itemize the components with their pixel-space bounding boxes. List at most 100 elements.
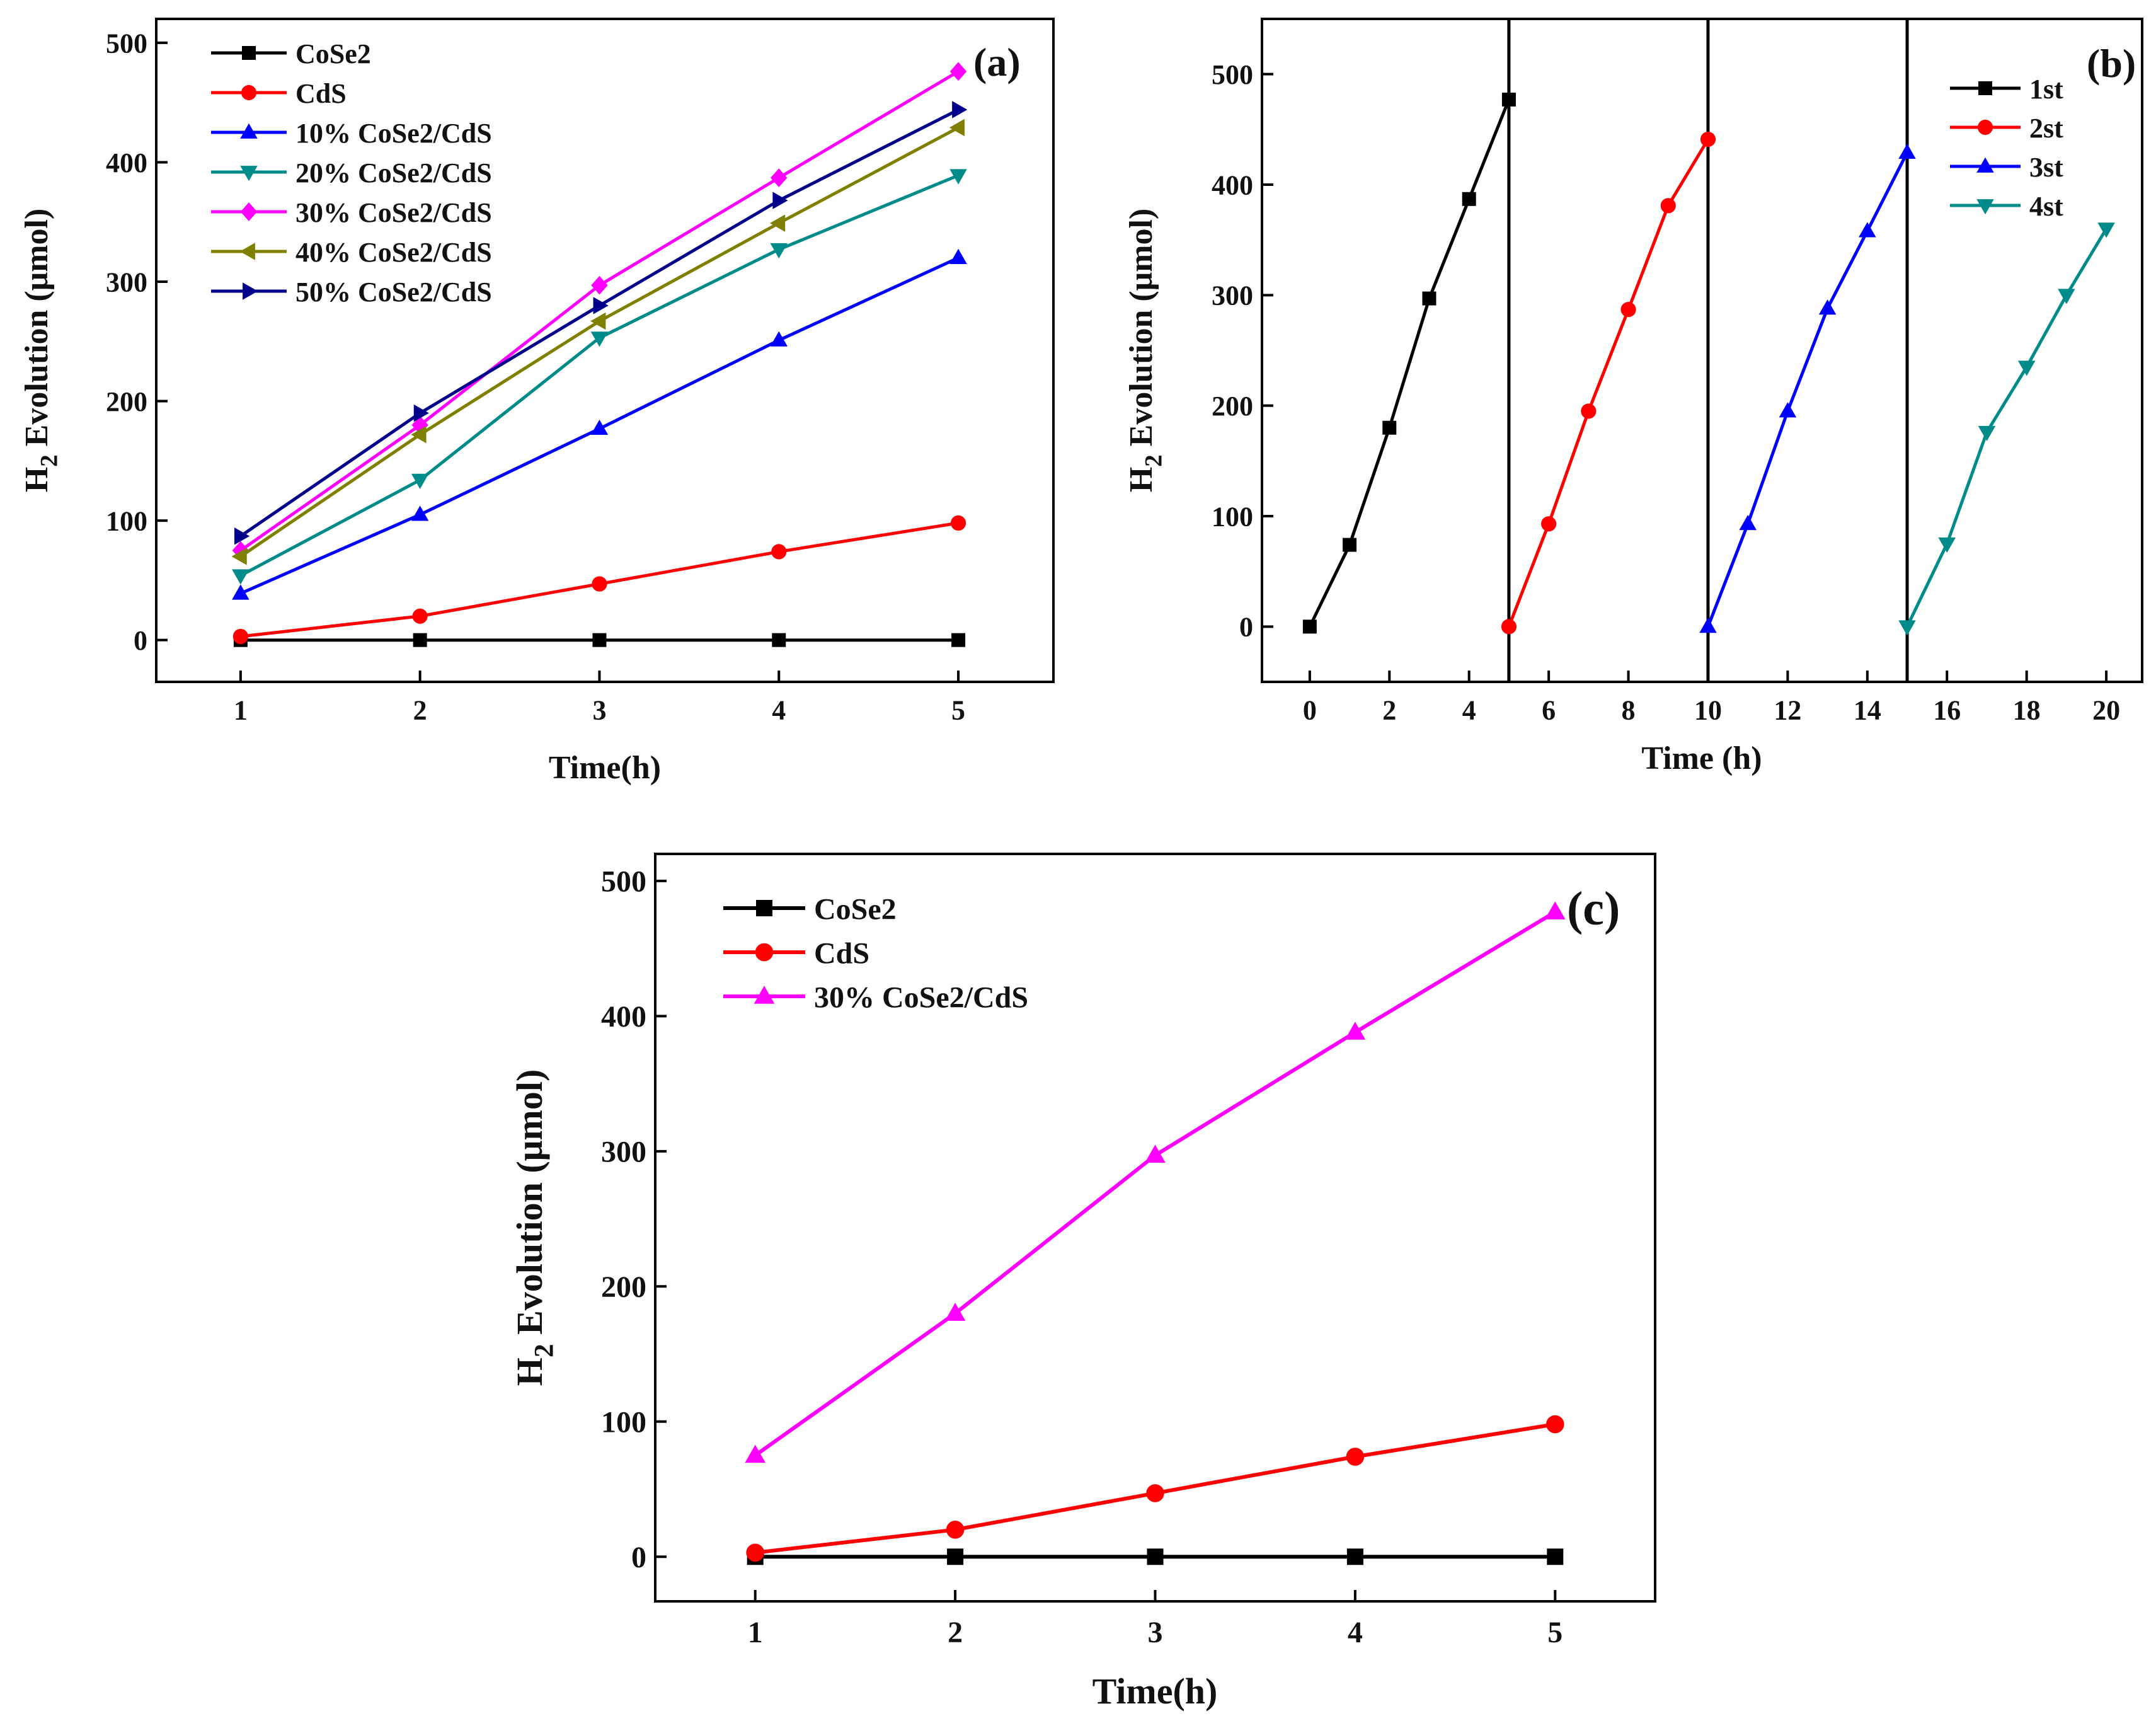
- data-point: [1382, 420, 1397, 435]
- x-tick-label: 12: [1774, 694, 1801, 725]
- data-point: [234, 527, 250, 545]
- legend-marker: [241, 84, 257, 101]
- data-point: [944, 1303, 966, 1321]
- legend-label: 4st: [2029, 191, 2063, 222]
- y-tick-label: 500: [106, 28, 147, 59]
- legend-marker: [240, 166, 258, 181]
- legend-label: 20% CoSe2/CdS: [295, 158, 492, 188]
- data-point: [1546, 1415, 1564, 1434]
- x-tick-label: 20: [2092, 694, 2120, 725]
- series-line: [239, 173, 960, 577]
- legend-label: 1st: [2029, 74, 2063, 105]
- data-point: [1700, 132, 1716, 147]
- y-tick-label: 300: [106, 267, 147, 297]
- panel-label: (c): [1567, 882, 1620, 935]
- y-tick-label: 0: [134, 625, 147, 656]
- plot-frame: [155, 18, 1055, 683]
- x-tick-label: 1: [748, 1616, 763, 1649]
- legend-label: 30% CoSe2/CdS: [295, 197, 492, 228]
- data-point: [1501, 619, 1517, 635]
- data-point: [949, 62, 967, 81]
- data-point: [949, 248, 967, 264]
- data-point: [591, 275, 608, 295]
- data-point: [1346, 1448, 1365, 1466]
- series-30-cose2-cds: [745, 901, 1566, 1463]
- data-point: [231, 548, 247, 565]
- data-point: [590, 312, 606, 330]
- x-tick-label: 2: [1382, 694, 1396, 725]
- data-point: [232, 541, 249, 560]
- legend-marker: [1978, 81, 1992, 95]
- data-point: [1620, 302, 1636, 318]
- data-point: [2058, 289, 2075, 304]
- data-point: [1346, 1548, 1363, 1565]
- y-tick-label: 500: [601, 865, 646, 899]
- data-point: [769, 214, 786, 232]
- x-tick-label: 4: [772, 694, 786, 725]
- y-tick-label: 300: [1212, 280, 1253, 311]
- data-point: [2097, 222, 2115, 238]
- legend-label: 3st: [2029, 152, 2063, 183]
- x-tick-label: 3: [592, 694, 606, 725]
- data-point: [1938, 537, 1956, 553]
- data-point: [592, 576, 607, 592]
- legend: 1st 2st 3st 4st: [1950, 74, 2063, 222]
- data-point: [1898, 143, 1916, 159]
- legend-marker: [754, 986, 775, 1004]
- legend-label: 30% CoSe2/CdS: [814, 981, 1028, 1014]
- legend-label: CoSe2: [295, 38, 371, 69]
- data-point: [1501, 92, 1516, 107]
- y-tick-label: 400: [106, 147, 147, 178]
- data-point: [413, 404, 429, 422]
- y-tick-label: 500: [1212, 59, 1253, 90]
- panel-label: (b): [2087, 41, 2136, 86]
- legend-label: 2st: [2029, 113, 2063, 144]
- series-10-cose2-cds: [232, 248, 967, 600]
- data-point: [1343, 538, 1357, 552]
- data-point: [770, 243, 788, 259]
- data-point: [1779, 402, 1797, 418]
- data-point: [411, 473, 429, 489]
- data-point: [1541, 516, 1557, 532]
- y-tick-label: 200: [601, 1270, 646, 1304]
- legend-marker: [240, 202, 258, 221]
- legend: CoSe2 CdS 30% CoSe2/CdS: [723, 892, 1028, 1014]
- data-point: [1145, 1144, 1166, 1163]
- data-point: [1660, 198, 1676, 214]
- series-line: [1308, 99, 1511, 628]
- legend: CoSe2 CdS 10% CoSe2/CdS 20% CoSe2/CdS 30% Co…: [211, 38, 492, 308]
- data-point: [952, 101, 968, 118]
- y-tick-label: 100: [601, 1406, 646, 1439]
- chart-panel-3: 0 100 200 300 400 500 1 2 3 4 5 CoSe2 CdS 30% CoSe2/C…: [509, 853, 1656, 1712]
- data-point: [1978, 425, 1996, 442]
- data-point: [772, 192, 788, 209]
- legend-label: 50% CoSe2/CdS: [295, 277, 492, 308]
- data-point: [590, 331, 609, 347]
- series-3st: [1699, 143, 1916, 633]
- data-point: [951, 633, 966, 647]
- data-point: [770, 331, 788, 347]
- legend-marker: [242, 46, 256, 60]
- data-point: [590, 419, 609, 435]
- data-point: [413, 633, 427, 647]
- data-point: [745, 1444, 765, 1463]
- legend-marker: [1976, 157, 1994, 173]
- data-point: [232, 569, 249, 585]
- x-tick-label: 4: [1462, 694, 1476, 725]
- x-tick-label: 1: [234, 694, 248, 725]
- y-tick-label: 200: [1212, 391, 1253, 422]
- series-4st: [1898, 222, 2115, 636]
- y-axis-label: H2 Evolution (μmol): [509, 1069, 559, 1386]
- data-point: [1462, 192, 1476, 206]
- legend-marker: [756, 900, 772, 916]
- x-tick-label: 10: [1694, 694, 1722, 725]
- legend-marker: [1976, 199, 1994, 215]
- series-1st: [1302, 92, 1516, 634]
- y-tick-label: 0: [1239, 612, 1253, 643]
- series-cose2: [747, 1548, 1564, 1565]
- data-point: [1898, 620, 1916, 636]
- data-point: [1545, 901, 1566, 919]
- series-50-cose2-cds: [234, 101, 968, 545]
- x-tick-label: 0: [1303, 694, 1317, 725]
- x-tick-label: 16: [1933, 694, 1961, 725]
